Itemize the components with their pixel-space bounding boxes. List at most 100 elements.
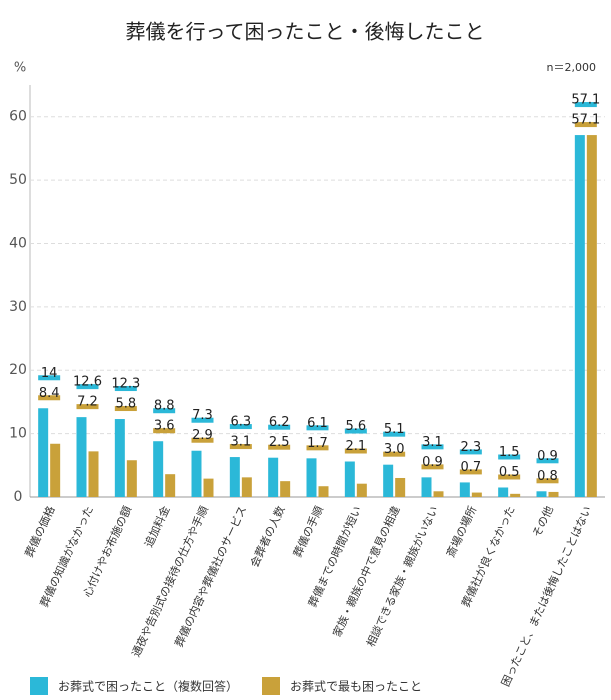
- bar: [356, 483, 367, 497]
- value-label: 8.8: [154, 399, 175, 414]
- label-swatch: [498, 474, 521, 480]
- value-label: 1.7: [307, 436, 328, 451]
- x-tick-label: その他: [530, 504, 556, 539]
- value-label: 8.4: [39, 386, 60, 401]
- value-label: 0.8: [537, 469, 558, 484]
- label-swatch: [268, 424, 291, 430]
- bar: [383, 464, 394, 497]
- value-label: 3.1: [230, 435, 251, 450]
- bar: [126, 460, 137, 497]
- label-swatch: [306, 445, 329, 451]
- label-swatch: [306, 425, 329, 431]
- value-label: 2.5: [269, 435, 290, 450]
- bar: [241, 477, 252, 497]
- label-swatch: [459, 449, 482, 455]
- value-label: 2.1: [345, 439, 366, 454]
- label-swatch: [229, 424, 252, 430]
- label-swatch: [114, 406, 137, 412]
- bar: [433, 491, 444, 497]
- bar: [421, 477, 432, 497]
- label-swatch: [344, 448, 367, 454]
- bar: [280, 481, 291, 497]
- value-label: 14: [41, 366, 58, 381]
- x-tick-label: 葬儀の手順: [290, 504, 326, 560]
- label-swatch: [38, 375, 61, 381]
- value-label: 0.9: [422, 455, 443, 470]
- x-tick-label: 葬儀の内容や葬儀社のサービス: [171, 504, 249, 649]
- y-tick-label: 20: [9, 362, 27, 378]
- label-swatch: [191, 417, 214, 423]
- x-tick-label: 追加料金: [141, 504, 172, 550]
- value-label: 5.8: [115, 397, 136, 412]
- y-tick-label: 0: [14, 489, 23, 505]
- label-swatch: [114, 386, 137, 392]
- label-swatch: [191, 437, 214, 443]
- label-swatch: [498, 454, 521, 460]
- label-swatch: [76, 404, 99, 410]
- bar: [459, 482, 470, 497]
- legend-swatch: [262, 677, 280, 695]
- label-swatch: [38, 395, 61, 401]
- value-label: 57.1: [571, 93, 600, 108]
- value-label: 3.6: [154, 419, 175, 434]
- x-tick-label: 葬儀の価格: [22, 504, 58, 560]
- bar: [50, 443, 61, 497]
- bar: [203, 478, 214, 497]
- x-tick-label: 相談できる家族・親族がいない: [363, 504, 441, 649]
- value-label: 1.5: [499, 445, 520, 460]
- bar: [471, 492, 482, 497]
- bar: [76, 417, 87, 497]
- bar: [548, 491, 559, 497]
- value-label: 0.5: [499, 465, 520, 480]
- y-tick-label: 50: [9, 172, 27, 188]
- label-swatch: [153, 408, 176, 414]
- bar: [574, 135, 585, 497]
- x-tick-label: 家族・親族の中で意見の相違: [329, 504, 402, 640]
- value-label: 12.3: [111, 377, 140, 392]
- bar: [586, 135, 597, 497]
- x-tick-label: 斎場の場所: [443, 504, 479, 560]
- label-swatch: [421, 464, 444, 470]
- value-label: 6.2: [269, 415, 290, 430]
- label-swatch: [459, 469, 482, 475]
- label-swatch: [76, 384, 99, 390]
- value-label: 6.1: [307, 416, 328, 431]
- bar: [153, 441, 164, 497]
- label-swatch: [344, 428, 367, 434]
- value-label: 3.0: [384, 442, 405, 457]
- value-label: 6.3: [230, 415, 251, 430]
- label-swatch: [536, 458, 559, 464]
- bar: [229, 457, 240, 497]
- y-tick-label: 60: [9, 109, 27, 125]
- legend-label: お葬式で最も困ったこと: [290, 680, 422, 694]
- bar: [306, 458, 317, 497]
- label-swatch: [268, 444, 291, 450]
- legend-swatch: [30, 677, 48, 695]
- value-label: 12.6: [73, 375, 102, 390]
- y-unit: %: [14, 61, 26, 76]
- label-swatch: [421, 444, 444, 450]
- x-tick-label: 通夜や告別式の接待の仕方や手順: [129, 504, 211, 659]
- bar: [510, 493, 521, 497]
- y-tick-label: 10: [9, 426, 27, 442]
- label-swatch: [229, 444, 252, 450]
- label-swatch: [574, 122, 597, 128]
- value-label: 2.9: [192, 428, 213, 443]
- bar: [268, 457, 279, 497]
- sample-note: n＝2,000: [547, 61, 596, 74]
- value-label: 7.2: [77, 395, 98, 410]
- value-label: 7.3: [192, 408, 213, 423]
- label-swatch: [383, 451, 406, 457]
- bar: [191, 450, 202, 497]
- y-tick-label: 40: [9, 235, 27, 251]
- value-label: 5.1: [384, 422, 405, 437]
- y-tick-label: 30: [9, 299, 27, 315]
- chart-title: 葬儀を行って困ったこと・後悔したこと: [126, 20, 485, 44]
- value-label: 3.1: [422, 435, 443, 450]
- x-tick-label: 会葬者の人数: [248, 504, 288, 569]
- bar: [165, 474, 176, 497]
- value-label: 0.7: [460, 460, 481, 475]
- label-swatch: [574, 102, 597, 108]
- bar: [344, 461, 355, 497]
